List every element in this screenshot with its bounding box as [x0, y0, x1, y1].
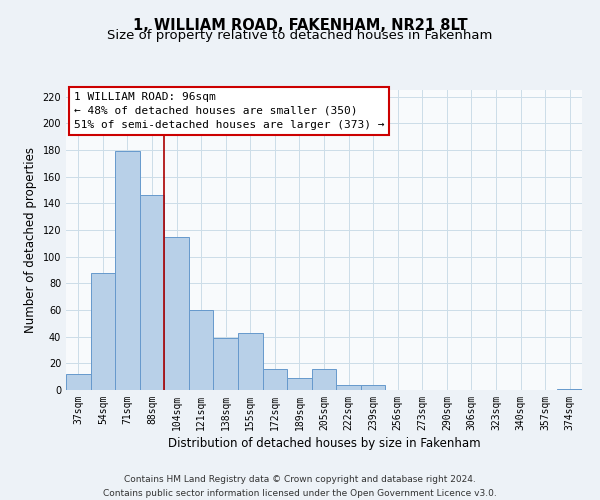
- Bar: [336, 384, 361, 390]
- Bar: [66, 374, 91, 390]
- Bar: [189, 310, 214, 390]
- Bar: [115, 152, 140, 390]
- Bar: [312, 368, 336, 390]
- Bar: [287, 378, 312, 390]
- Bar: [238, 332, 263, 390]
- Text: 1 WILLIAM ROAD: 96sqm
← 48% of detached houses are smaller (350)
51% of semi-det: 1 WILLIAM ROAD: 96sqm ← 48% of detached …: [74, 92, 384, 130]
- X-axis label: Distribution of detached houses by size in Fakenham: Distribution of detached houses by size …: [167, 437, 481, 450]
- Bar: [557, 388, 582, 390]
- Bar: [140, 196, 164, 390]
- Text: 1, WILLIAM ROAD, FAKENHAM, NR21 8LT: 1, WILLIAM ROAD, FAKENHAM, NR21 8LT: [133, 18, 467, 32]
- Bar: [263, 368, 287, 390]
- Text: Size of property relative to detached houses in Fakenham: Size of property relative to detached ho…: [107, 29, 493, 42]
- Bar: [91, 272, 115, 390]
- Y-axis label: Number of detached properties: Number of detached properties: [24, 147, 37, 333]
- Bar: [164, 236, 189, 390]
- Bar: [361, 384, 385, 390]
- Text: Contains HM Land Registry data © Crown copyright and database right 2024.
Contai: Contains HM Land Registry data © Crown c…: [103, 476, 497, 498]
- Bar: [214, 338, 238, 390]
